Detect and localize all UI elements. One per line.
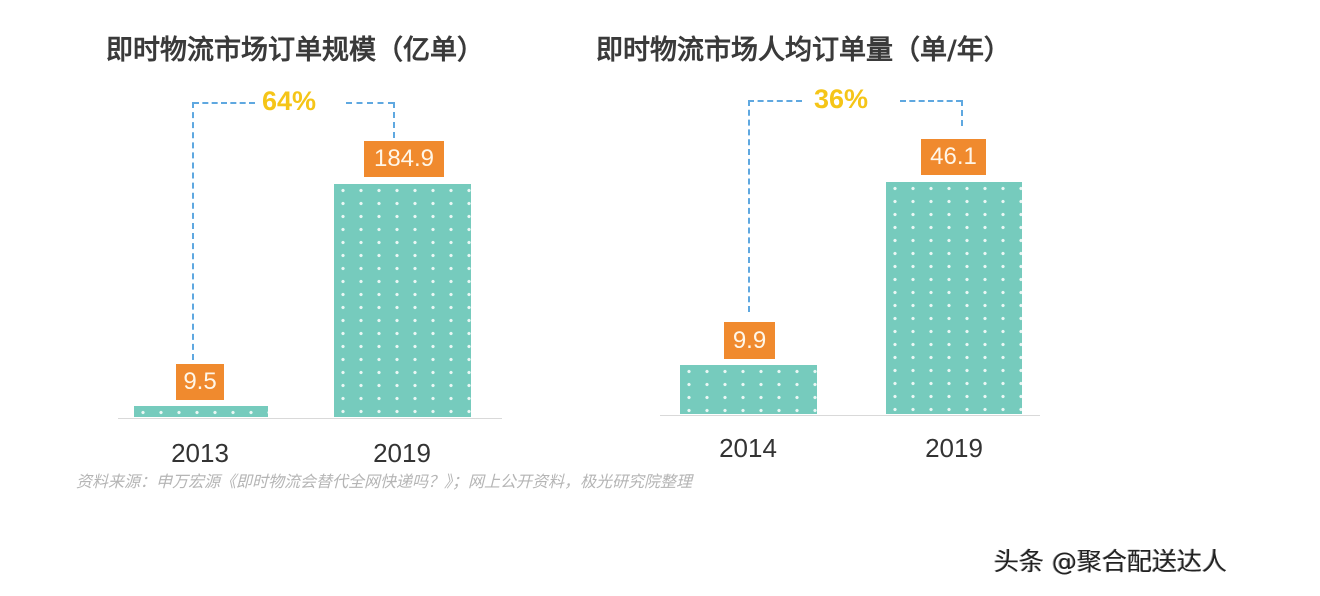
left-growth-label: 64% bbox=[262, 86, 317, 116]
left-connector-right-h bbox=[346, 102, 394, 104]
right-x-axis bbox=[660, 415, 1040, 416]
left-connector-left-h bbox=[193, 102, 255, 104]
bar-2014 bbox=[680, 365, 817, 414]
right-connector-left-v bbox=[748, 100, 750, 312]
left-connector-left-v bbox=[192, 102, 194, 360]
right-growth-label: 36% bbox=[814, 84, 869, 114]
bar-value-label-2014: 9.9 bbox=[724, 322, 775, 359]
x-label-2019-right: 2019 bbox=[925, 433, 983, 463]
bar-value-label-2013: 9.5 bbox=[176, 364, 224, 400]
bar-2019-right bbox=[886, 182, 1022, 414]
source-note: 资料来源：申万宏源《即时物流会替代全网快递吗？》；网上公开资料，极光研究院整理 bbox=[76, 472, 693, 491]
bar-2013 bbox=[134, 406, 268, 417]
bar-value-label-2019-right: 46.1 bbox=[921, 139, 986, 175]
x-label-2019: 2019 bbox=[373, 438, 431, 468]
x-label-2014: 2014 bbox=[719, 433, 777, 463]
left-connector-right-v bbox=[393, 102, 395, 138]
right-connector-right-v bbox=[961, 100, 963, 126]
left-x-axis bbox=[118, 418, 502, 419]
bar-value-label-2019: 184.9 bbox=[364, 141, 444, 177]
watermark: 头条 @聚合配送达人 bbox=[994, 547, 1227, 576]
right-connector-left-h bbox=[748, 100, 802, 102]
right-chart-title: 即时物流市场人均订单量（单/年） bbox=[596, 35, 1011, 66]
right-connector-right-h bbox=[900, 100, 962, 102]
left-chart-title: 即时物流市场订单规模（亿单） bbox=[106, 35, 484, 66]
x-label-2013: 2013 bbox=[171, 438, 229, 468]
bar-2019 bbox=[334, 184, 471, 417]
